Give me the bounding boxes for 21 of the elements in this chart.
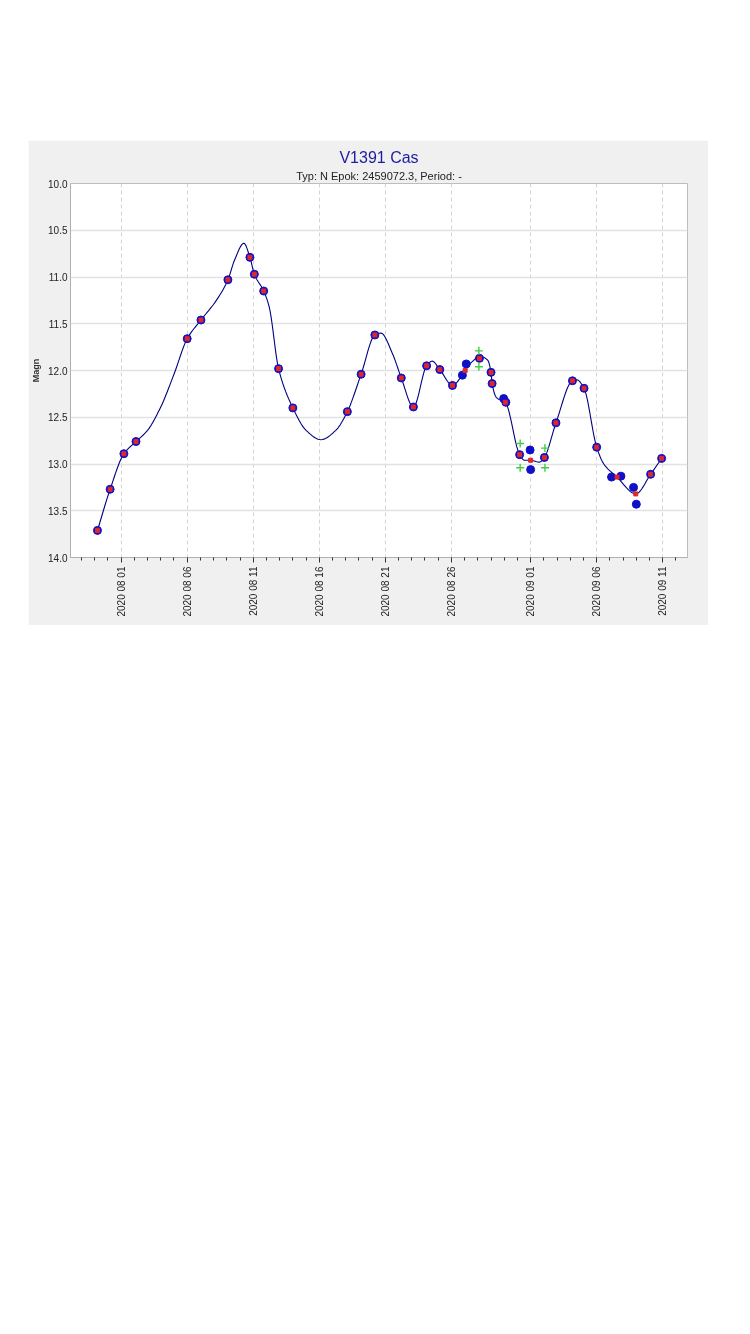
y-tick-label: 14.0 <box>48 552 68 564</box>
x-tick-label: 2020 09 01 <box>525 566 537 617</box>
x-tick-label: 2020 08 26 <box>445 566 457 617</box>
y-tick-label: 12.5 <box>48 412 68 424</box>
y-tick-label: 11.0 <box>48 272 68 283</box>
x-tick-label: 2020 08 11 <box>247 566 259 616</box>
y-axis-title: Magn <box>31 358 42 383</box>
x-tick-label: 2020 09 11 <box>657 566 669 616</box>
x-tick-label: 2020 08 01 <box>115 566 127 617</box>
y-tick-label: 12.0 <box>48 365 68 377</box>
y-tick-label: 10.5 <box>48 225 68 237</box>
y-tick-label: 13.0 <box>48 459 68 470</box>
x-tick-label: 2020 08 16 <box>313 566 325 617</box>
y-tick-label: 13.5 <box>48 505 68 517</box>
y-tick-label: 11.5 <box>48 318 68 330</box>
x-tick-label: 2020 08 06 <box>181 566 193 617</box>
x-tick-label: 2020 08 21 <box>379 566 391 617</box>
y-tick-label: 10.0 <box>48 178 68 190</box>
x-tick-label: 2020 09 06 <box>591 566 603 617</box>
chart-title: V1391 Cas <box>339 148 419 166</box>
chart-subtitle: Typ: N Epok: 2459072.3, Period: - <box>296 169 463 182</box>
